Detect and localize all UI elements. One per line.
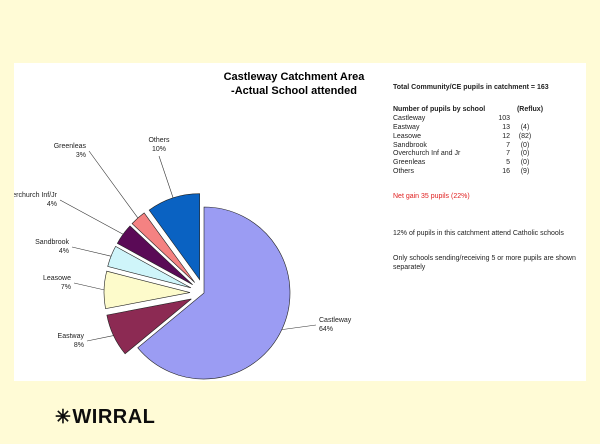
slice-label: Sandbrook 4% <box>35 239 69 255</box>
slice-label-name: Eastway <box>58 333 85 340</box>
pupil-count: 7 <box>506 150 510 158</box>
logo-text: WIRRAL <box>72 406 156 428</box>
pie-chart: Castleway 64% Eastway 8% Leasowe 7% Sandbrook 4… <box>14 137 352 380</box>
info-panel: Total Community/CE pupils in catchment =… <box>393 84 583 272</box>
school-name: Overchurch Inf and Jr <box>393 150 461 158</box>
table-row: Greenleas 5 (0) <box>393 159 583 168</box>
col-header: Number of pupils by school <box>393 106 486 113</box>
pupil-table: Castleway 103 Eastway 13 (4) Leasowe 12 (82) San… <box>393 115 583 177</box>
slice-label-name: Castleway <box>319 317 352 324</box>
table-row: Others 16 (9) <box>393 168 583 177</box>
school-name: Castleway <box>393 114 426 122</box>
content-panel: Castleway 64% Eastway 8% Leasowe 7% Sandbrook 4… <box>14 63 586 381</box>
table-row: Leasowe 12 (82) <box>393 133 583 142</box>
gear-icon: ✳ <box>55 407 72 428</box>
school-name: Leasowe <box>393 132 422 140</box>
slice-label-name: Greenleas <box>54 143 87 150</box>
reflux-count: (9) <box>520 168 530 176</box>
pie-slice <box>148 193 200 281</box>
school-name: Greenleas <box>393 159 426 167</box>
slice-label: Overchurch Inf/Jr 4% <box>14 192 58 208</box>
table-row: Overchurch Inf and Jr 7 (0) <box>393 150 583 159</box>
slice-label: Eastway 8% <box>58 333 85 349</box>
reflux-count: (0) <box>520 141 530 149</box>
pupil-count: 7 <box>506 141 510 149</box>
pupil-count: 16 <box>502 168 510 176</box>
pupil-count: 5 <box>506 159 510 167</box>
slice-label-percent: 7% <box>61 284 71 291</box>
slice-label-percent: 3% <box>76 152 86 159</box>
pie-slice <box>137 206 291 380</box>
slice-label-percent: 8% <box>74 342 84 349</box>
pupil-count: 12 <box>502 132 510 140</box>
pupil-count: 103 <box>498 114 510 122</box>
school-name: Sandbrook <box>393 141 427 149</box>
only-note: Only schools sending/receiving 5 or more… <box>393 255 576 272</box>
reflux-count: (82) <box>518 132 532 140</box>
chart-title-line2: -Actual School attended <box>231 85 357 97</box>
school-name: Others <box>393 168 415 176</box>
pupil-count: 13 <box>502 123 510 131</box>
slice-label-percent: 10% <box>152 146 166 153</box>
leader-line <box>281 324 317 330</box>
slice-label: Greenleas 3% <box>54 143 87 159</box>
leader-line <box>71 246 112 257</box>
slice-label-name: Overchurch Inf/Jr <box>14 192 58 199</box>
leader-line <box>59 199 124 235</box>
table-row: Eastway 13 (4) <box>393 124 583 133</box>
school-name: Eastway <box>393 123 420 131</box>
leader-line <box>73 282 105 291</box>
reflux-header: (Reflux) <box>516 106 544 113</box>
table-row: Sandbrook 7 (0) <box>393 142 583 151</box>
slice-label-name: Sandbrook <box>35 239 69 246</box>
total-pupils: Total Community/CE pupils in catchment =… <box>393 84 549 91</box>
reflux-count: (0) <box>520 159 530 167</box>
leader-line <box>88 150 139 219</box>
leader-line <box>158 155 174 198</box>
reflux-count: (0) <box>520 150 530 158</box>
slice-label: Others 10% <box>148 137 170 153</box>
reflux-count <box>510 115 540 124</box>
table-header: Number of pupils by school (Reflux) <box>393 106 583 115</box>
net-gain: Net gain 35 pupils (22%) <box>393 193 470 201</box>
slice-label: Leasowe 7% <box>43 275 71 291</box>
slice-label-percent: 4% <box>59 248 69 255</box>
leader-line <box>86 335 114 342</box>
pie-slice <box>103 270 191 310</box>
catholic-note: 12% of pupils in this catchment attend C… <box>393 230 564 238</box>
table-row: Castleway 103 <box>393 115 583 124</box>
slice-label: Castleway 64% <box>319 317 352 333</box>
slice-label-percent: 4% <box>47 201 57 208</box>
slice-label-percent: 64% <box>319 326 333 333</box>
pie-slice <box>107 246 192 289</box>
slice-label-name: Others <box>148 137 170 144</box>
slice-label-name: Leasowe <box>43 275 71 282</box>
reflux-count: (4) <box>520 123 530 131</box>
wirral-logo: ✳WIRRAL <box>55 406 155 429</box>
chart-title-line1: Castleway Catchment Area <box>223 71 365 83</box>
